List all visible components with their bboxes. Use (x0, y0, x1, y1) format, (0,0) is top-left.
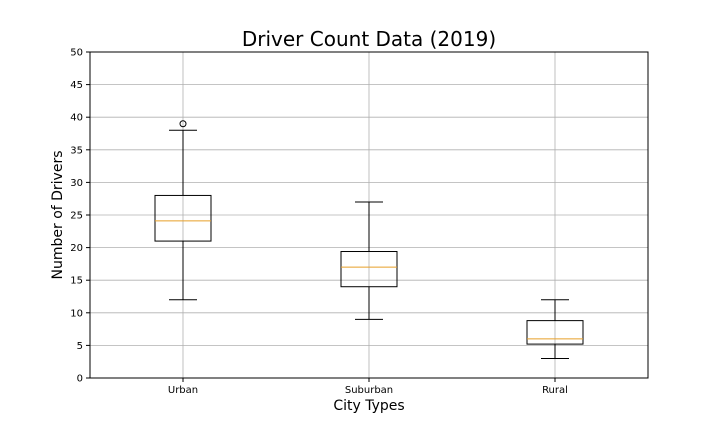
y-tick-label: 30 (70, 178, 83, 189)
outlier-point (179, 120, 187, 128)
iqr-box (340, 251, 398, 288)
y-tick-label: 40 (70, 113, 83, 124)
y-tick-label: 45 (70, 80, 83, 91)
y-tick-label: 15 (70, 276, 83, 287)
y-tick-label: 20 (70, 243, 83, 254)
ticks-layer: 0 5 10 15 20 25 30 35 40 45 50 Urban Suburban Rural (70, 48, 568, 397)
marks-layer (154, 120, 584, 359)
box-group-urban (154, 120, 212, 301)
iqr-box (526, 320, 584, 345)
y-tick-label: 5 (77, 341, 83, 352)
y-tick-label: 0 (77, 374, 83, 385)
y-tick-label: 35 (70, 145, 83, 156)
x-tick-label: Rural (542, 385, 568, 396)
chart-title: Driver Count Data (2019) (242, 27, 496, 51)
box-group-suburban (340, 201, 398, 320)
iqr-box (154, 194, 212, 242)
y-tick-label: 50 (70, 48, 83, 59)
box-group-rural (526, 299, 584, 359)
x-tick-label: Urban (168, 385, 198, 396)
x-axis-label: City Types (333, 398, 404, 414)
y-axis-label: Number of Drivers (50, 150, 66, 279)
y-tick-label: 10 (70, 308, 83, 319)
x-tick-label: Suburban (345, 385, 393, 396)
y-tick-label: 25 (70, 211, 83, 222)
